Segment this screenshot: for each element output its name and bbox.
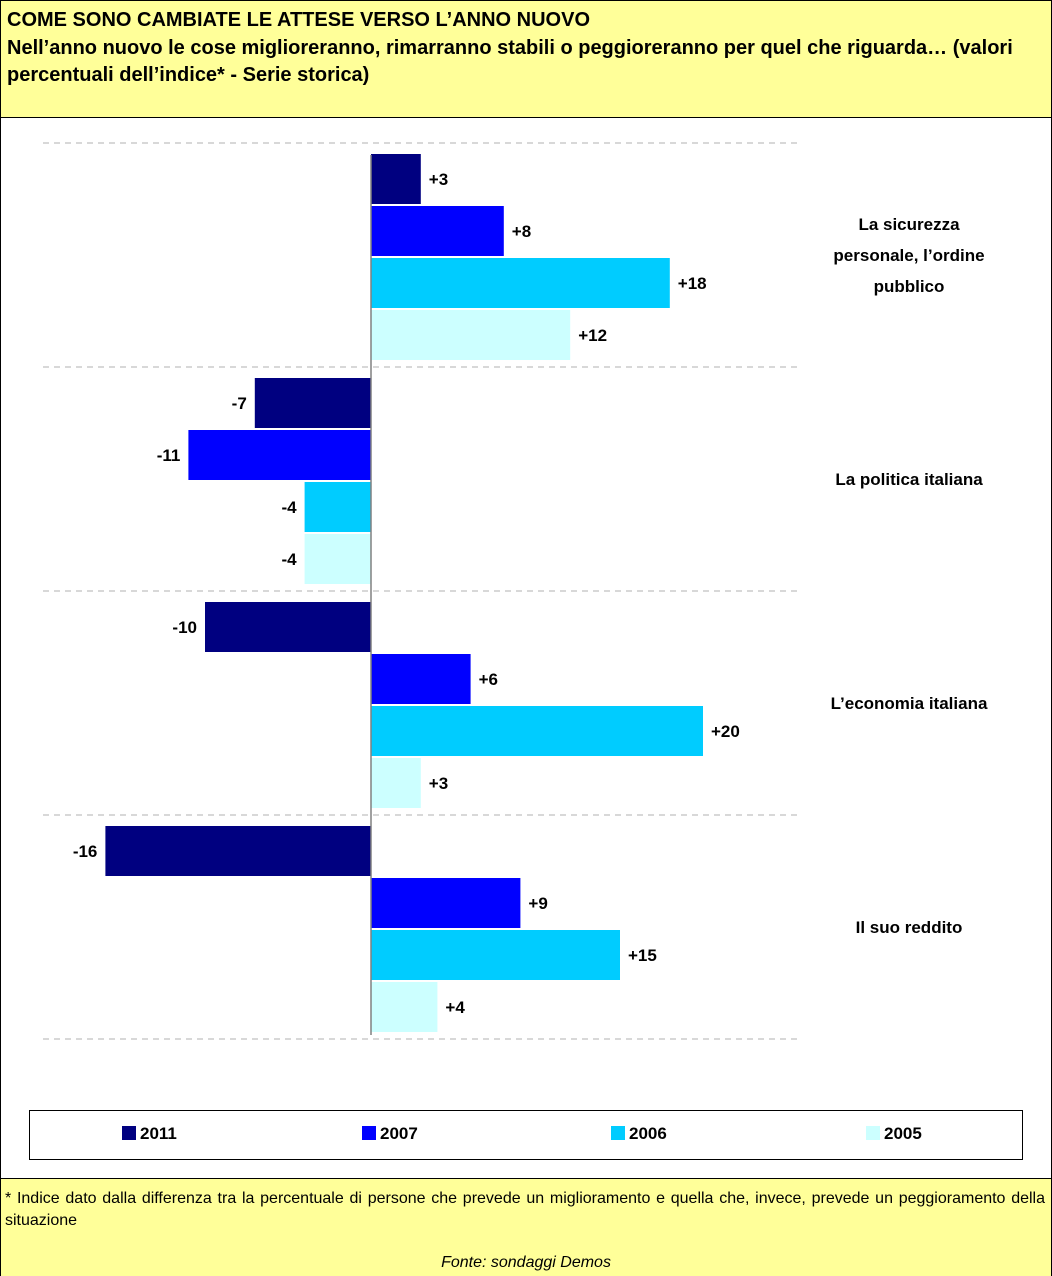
- bar-2006: [371, 706, 703, 756]
- footer-band: * Indice dato dalla differenza tra la pe…: [1, 1178, 1051, 1276]
- bar-2011: [371, 154, 421, 204]
- chart-area: +3 +8 +18 +12 La sicurezza personale, l’ordin…: [1, 118, 1051, 1178]
- bar-2005: [371, 982, 438, 1032]
- data-label: +20: [711, 722, 740, 741]
- legend-item-2011: 2011: [122, 1124, 177, 1144]
- data-label: +8: [512, 222, 531, 241]
- category-label: L’economia italiana: [831, 694, 988, 713]
- legend-swatch: [362, 1126, 376, 1140]
- chart-title: COME SONO CAMBIATE LE ATTESE VERSO L’ANN…: [7, 9, 590, 31]
- data-label: -7: [232, 394, 247, 413]
- data-label: +6: [479, 670, 498, 689]
- data-label: +12: [578, 326, 607, 345]
- legend-item-2007: 2007: [362, 1124, 418, 1144]
- bar-2006: [304, 482, 371, 532]
- legend: 2011 2007 2006 2005: [29, 1110, 1023, 1160]
- data-label: +15: [628, 946, 657, 965]
- bar-2011: [105, 826, 372, 876]
- data-label: -11: [157, 446, 181, 465]
- bar-2007: [188, 430, 371, 480]
- legend-label: 2011: [140, 1124, 177, 1143]
- bar-2005: [371, 310, 571, 360]
- data-label: -16: [73, 842, 98, 861]
- legend-label: 2006: [629, 1124, 667, 1143]
- legend-label: 2007: [380, 1124, 418, 1143]
- source-note: Fonte: sondaggi Demos: [441, 1254, 611, 1271]
- data-label: +3: [429, 774, 448, 793]
- legend-item-2005: 2005: [866, 1124, 922, 1144]
- category-label: Il suo reddito: [856, 918, 963, 937]
- bar-2007: [371, 654, 471, 704]
- bar-2007: [371, 878, 521, 928]
- data-label: +18: [678, 274, 707, 293]
- category-label: La sicurezza: [858, 215, 960, 234]
- legend-label: 2005: [884, 1124, 922, 1143]
- legend-item-2006: 2006: [611, 1124, 667, 1144]
- legend-swatch: [866, 1126, 880, 1140]
- bar-chart: +3 +8 +18 +12 La sicurezza personale, l’ordin…: [43, 142, 988, 1040]
- legend-swatch: [122, 1126, 136, 1140]
- data-label: -10: [172, 618, 197, 637]
- data-label: +9: [528, 894, 547, 913]
- bar-2005: [371, 758, 421, 808]
- header-band: COME SONO CAMBIATE LE ATTESE VERSO L’ANN…: [1, 1, 1051, 118]
- legend-swatch: [611, 1126, 625, 1140]
- data-label: -4: [281, 498, 297, 517]
- data-label: -4: [281, 550, 297, 569]
- category-label: personale, l’ordine: [833, 246, 984, 265]
- data-label: +3: [429, 170, 448, 189]
- bar-2006: [371, 930, 620, 980]
- category-label: La politica italiana: [835, 470, 983, 489]
- bar-2006: [371, 258, 670, 308]
- data-label: +4: [445, 998, 465, 1017]
- bar-2011: [205, 602, 371, 652]
- category-label: pubblico: [874, 277, 945, 296]
- bar-2005: [304, 534, 371, 584]
- bar-2011: [254, 378, 371, 428]
- bar-2007: [371, 206, 504, 256]
- chart-subtitle: Nell’anno nuovo le cose miglioreranno, r…: [7, 37, 1013, 86]
- footnote: * Indice dato dalla differenza tra la pe…: [5, 1190, 1045, 1229]
